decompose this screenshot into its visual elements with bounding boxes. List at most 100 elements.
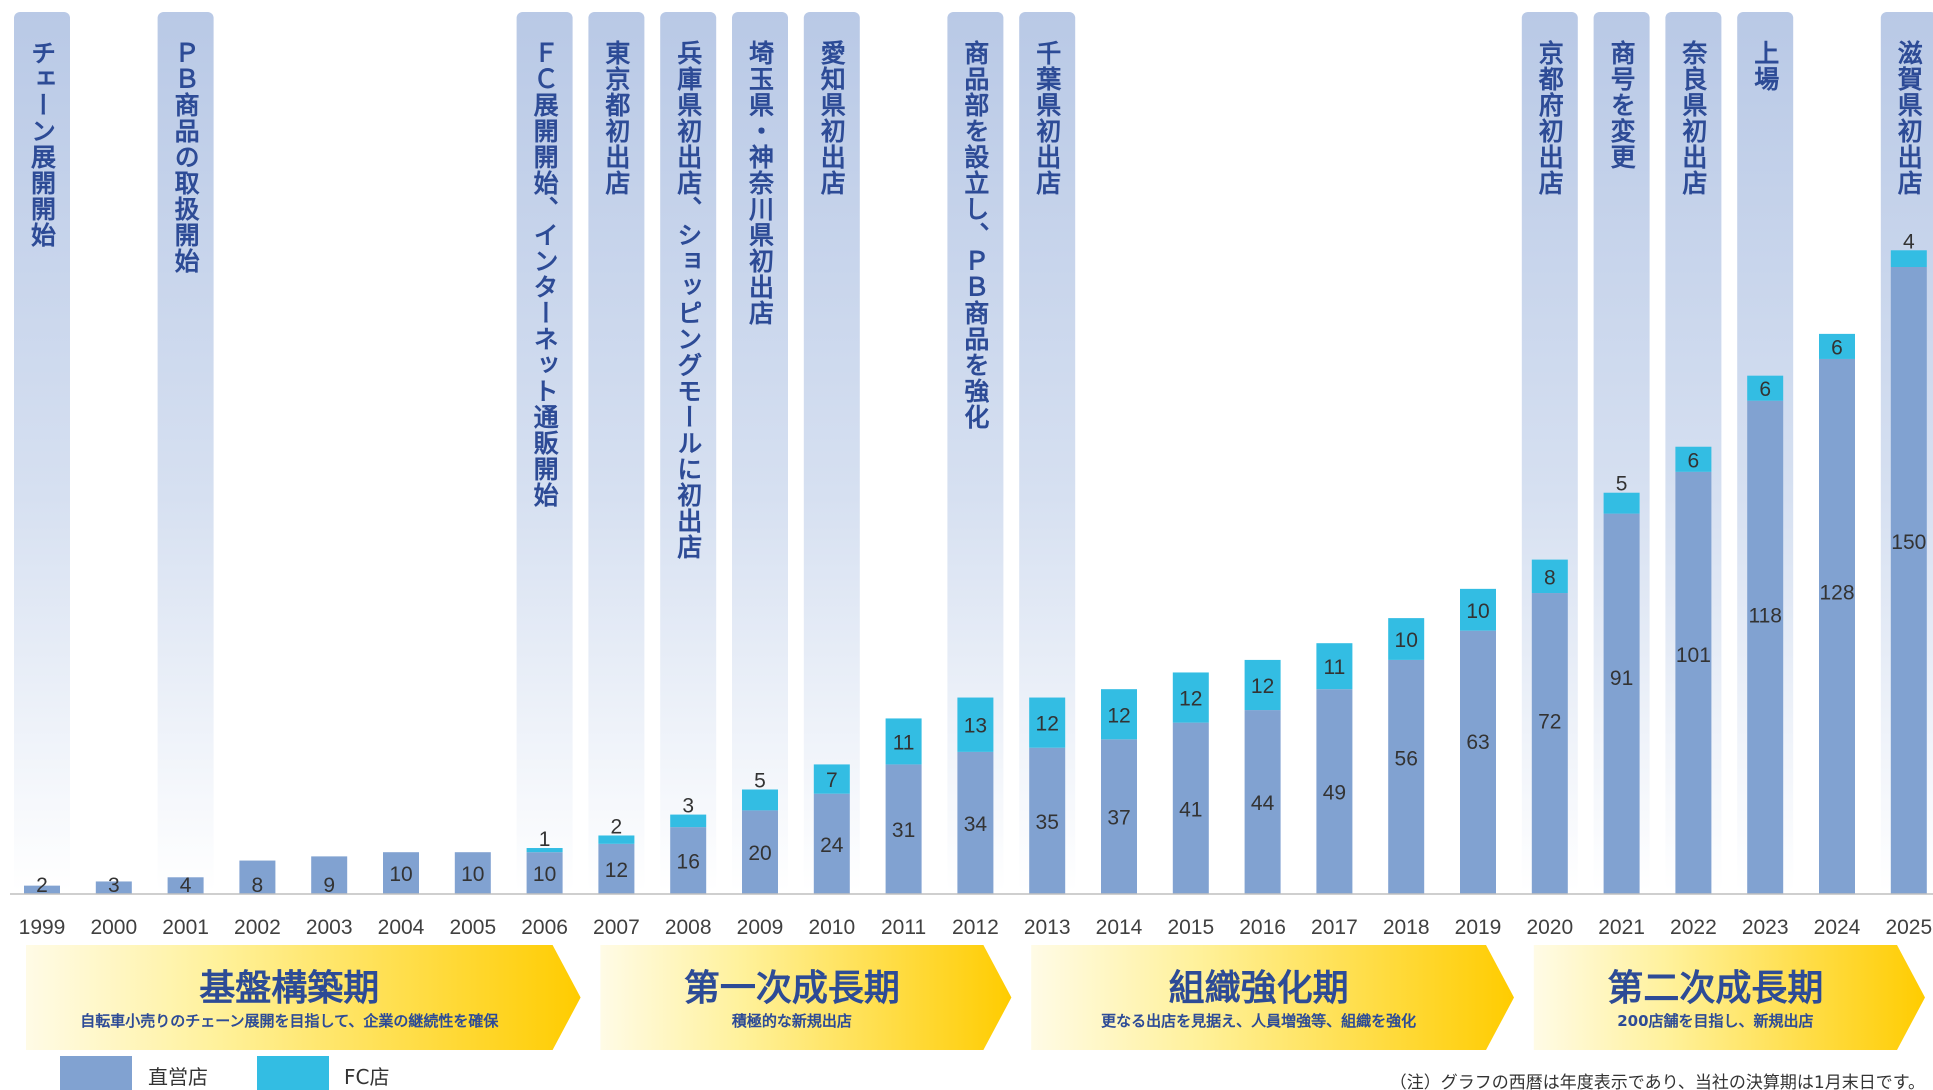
- bar-fc-2016: [1244, 659, 1281, 711]
- bar-label-fc-2017: 11: [1323, 656, 1345, 679]
- bar-fc-2015: [1172, 672, 1209, 723]
- bar-direct-2018: [1388, 659, 1425, 894]
- bar-fc-2019: [1460, 588, 1496, 631]
- bar-label-direct-2007: 12: [605, 859, 628, 882]
- x-tick-2014: 2014: [1096, 916, 1143, 939]
- bar-direct-2022: [1675, 471, 1712, 894]
- x-tick-2001: 2001: [162, 916, 209, 939]
- legend-swatch-fc: [257, 1056, 329, 1090]
- x-tick-2016: 2016: [1239, 916, 1286, 939]
- bar-fc-2017: [1316, 643, 1353, 690]
- bar-label-fc-2013: 12: [1036, 713, 1059, 736]
- bar-direct-2009: [742, 810, 778, 894]
- x-tick-2015: 2015: [1167, 916, 1214, 939]
- bar-label-direct-2010: 24: [820, 834, 844, 857]
- bar-fc-2013: [1029, 697, 1066, 748]
- bar-label-fc-2018: 10: [1395, 629, 1418, 652]
- bar-fc-2022: [1675, 446, 1712, 472]
- x-tick-labels: 1999 2000 2001 2002 2003 2004 2005 2006 2007 2008…: [19, 916, 1933, 939]
- bar-direct-2004: [383, 852, 419, 894]
- annotation-text-2008: 兵庫県初出店、ショッピングモールに初出店: [674, 40, 703, 560]
- annotation-text-2021: 商号を変更: [1607, 39, 1636, 170]
- bar-fc-2009: [742, 789, 778, 811]
- bar-label-fc-2020: 8: [1544, 566, 1556, 589]
- bar-label-direct-2005: 10: [461, 863, 484, 886]
- annotation-text-2013: 千葉県初出店: [1033, 40, 1063, 196]
- annotation-text-2001: ＰＢ商品の取扱開始: [171, 40, 200, 274]
- bar-direct-2006: [526, 852, 563, 894]
- bar-label-direct-2024: 128: [1819, 582, 1854, 605]
- bar-fc-2020: [1531, 559, 1568, 594]
- footnote: （注）グラフの西暦は年度表示であり、当社の決算期は1月末日です。: [1390, 1073, 1925, 1090]
- bar-label-direct-2015: 41: [1179, 798, 1202, 821]
- bar-fc-2010: [813, 764, 850, 794]
- bar-direct-2016: [1244, 710, 1281, 894]
- bar-label-direct-2017: 49: [1323, 782, 1346, 805]
- bar-label-direct-2023: 118: [1748, 605, 1781, 628]
- bar-direct-2023: [1747, 400, 1784, 894]
- x-tick-2021: 2021: [1598, 916, 1645, 939]
- x-tick-2018: 2018: [1383, 916, 1430, 939]
- bar-label-fc-2024: 6: [1831, 336, 1843, 359]
- x-tick-2024: 2024: [1814, 916, 1861, 939]
- annotation-column-2007: [588, 12, 645, 892]
- bar-label-direct-2006: 10: [533, 863, 556, 886]
- bar-label-direct-2013: 35: [1036, 811, 1059, 834]
- bar-direct-2000: [95, 881, 132, 894]
- bar-direct-2002: [239, 860, 276, 894]
- x-tick-2009: 2009: [737, 916, 784, 939]
- annotation-column-2010: [803, 12, 860, 892]
- phase-arrow-1: [600, 945, 1012, 1050]
- bar-label-fc-2023: 6: [1759, 378, 1771, 401]
- bar-direct-2007: [598, 843, 635, 894]
- bar-fc-2012: [957, 697, 994, 752]
- bar-label-direct-2009: 20: [748, 842, 771, 865]
- bar-label-direct-2002: 8: [252, 874, 264, 897]
- annotation-column-2008: [660, 12, 717, 892]
- x-tick-1999: 1999: [19, 916, 66, 939]
- bar-label-fc-2025: 4: [1903, 230, 1915, 253]
- bar-label-direct-2014: 37: [1107, 807, 1130, 830]
- x-tick-2020: 2020: [1526, 916, 1573, 939]
- annotation-text-2025: 滋賀県初出店: [1894, 40, 1924, 196]
- bar-fc-2023: [1747, 375, 1784, 401]
- phase-title-0: 基盤構築期: [199, 968, 379, 1009]
- x-tick-2011: 2011: [881, 916, 926, 939]
- phase-arrow-2: [1031, 945, 1514, 1050]
- bar-label-fc-2019: 10: [1466, 600, 1489, 623]
- x-tick-2022: 2022: [1670, 916, 1717, 939]
- bar-label-direct-2012: 34: [964, 813, 988, 836]
- bar-label-fc-2012: 13: [964, 715, 987, 738]
- annotation-text-2023: 上場: [1751, 40, 1780, 92]
- annotation-text-2010: 愛知県初出店: [817, 40, 846, 196]
- phase-subtitle-3: 200店舗を目指し、新規出店: [1617, 1012, 1813, 1030]
- annotation-text-2007: 東京都初出店: [602, 40, 632, 196]
- x-tick-2019: 2019: [1455, 916, 1502, 939]
- annotation-column-1999: [14, 12, 70, 892]
- phase-title-3: 第二次成長期: [1607, 968, 1823, 1009]
- bar-label-direct-2000: 3: [108, 874, 120, 897]
- x-tick-2025: 2025: [1885, 916, 1932, 939]
- x-tick-2017: 2017: [1311, 916, 1358, 939]
- annotation-text-2020: 京都府初出店: [1535, 39, 1565, 196]
- bar-direct-2008: [670, 827, 707, 894]
- annotation-column-2009: [732, 12, 788, 892]
- bar-label-fc-2007: 2: [611, 815, 623, 838]
- legend-swatch-direct: [60, 1056, 132, 1090]
- x-tick-2023: 2023: [1742, 916, 1789, 939]
- bar-label-direct-2003: 9: [323, 874, 335, 897]
- bar-label-direct-2016: 44: [1251, 792, 1275, 815]
- x-tick-2000: 2000: [90, 916, 137, 939]
- bar-label-fc-2008: 3: [682, 795, 694, 818]
- bar-label-fc-2016: 12: [1251, 675, 1274, 698]
- bar-label-direct-2001: 4: [180, 874, 192, 897]
- bar-direct-2025: [1890, 267, 1927, 894]
- x-tick-2006: 2006: [521, 916, 568, 939]
- x-tick-2013: 2013: [1024, 916, 1071, 939]
- annotation-text-1999: チェーン展開開始: [28, 40, 57, 248]
- bar-fc-2008: [670, 814, 707, 828]
- bar-label-direct-2019: 63: [1466, 731, 1489, 754]
- bar-direct-1999: [24, 885, 60, 894]
- bar-label-direct-1999: 2: [36, 874, 48, 897]
